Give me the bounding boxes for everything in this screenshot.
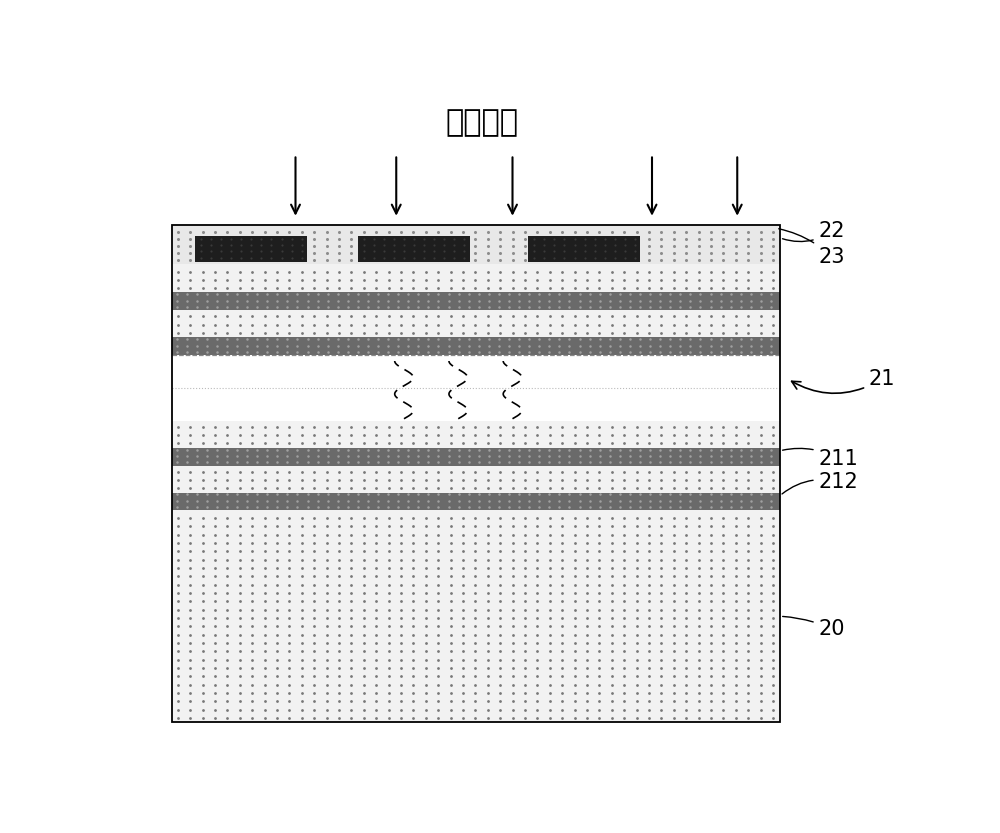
Bar bbox=[172, 466, 780, 492]
Bar bbox=[172, 511, 780, 722]
Bar bbox=[172, 421, 780, 447]
Bar bbox=[172, 225, 780, 263]
Bar bbox=[172, 355, 780, 421]
Bar bbox=[358, 236, 470, 262]
Bar bbox=[172, 311, 780, 337]
Bar bbox=[172, 492, 780, 511]
Text: 20: 20 bbox=[783, 616, 845, 639]
Text: 23: 23 bbox=[779, 229, 845, 267]
Text: 22: 22 bbox=[783, 222, 845, 242]
Bar bbox=[528, 236, 640, 262]
Bar bbox=[172, 292, 780, 311]
Bar bbox=[195, 236, 307, 262]
Bar bbox=[172, 337, 780, 355]
Text: 入射光子: 入射光子 bbox=[445, 108, 518, 137]
Text: 212: 212 bbox=[782, 471, 858, 494]
Bar bbox=[172, 263, 780, 292]
Text: 211: 211 bbox=[783, 448, 858, 469]
Bar bbox=[172, 225, 780, 722]
Bar bbox=[172, 447, 780, 466]
Text: 21: 21 bbox=[792, 369, 896, 393]
